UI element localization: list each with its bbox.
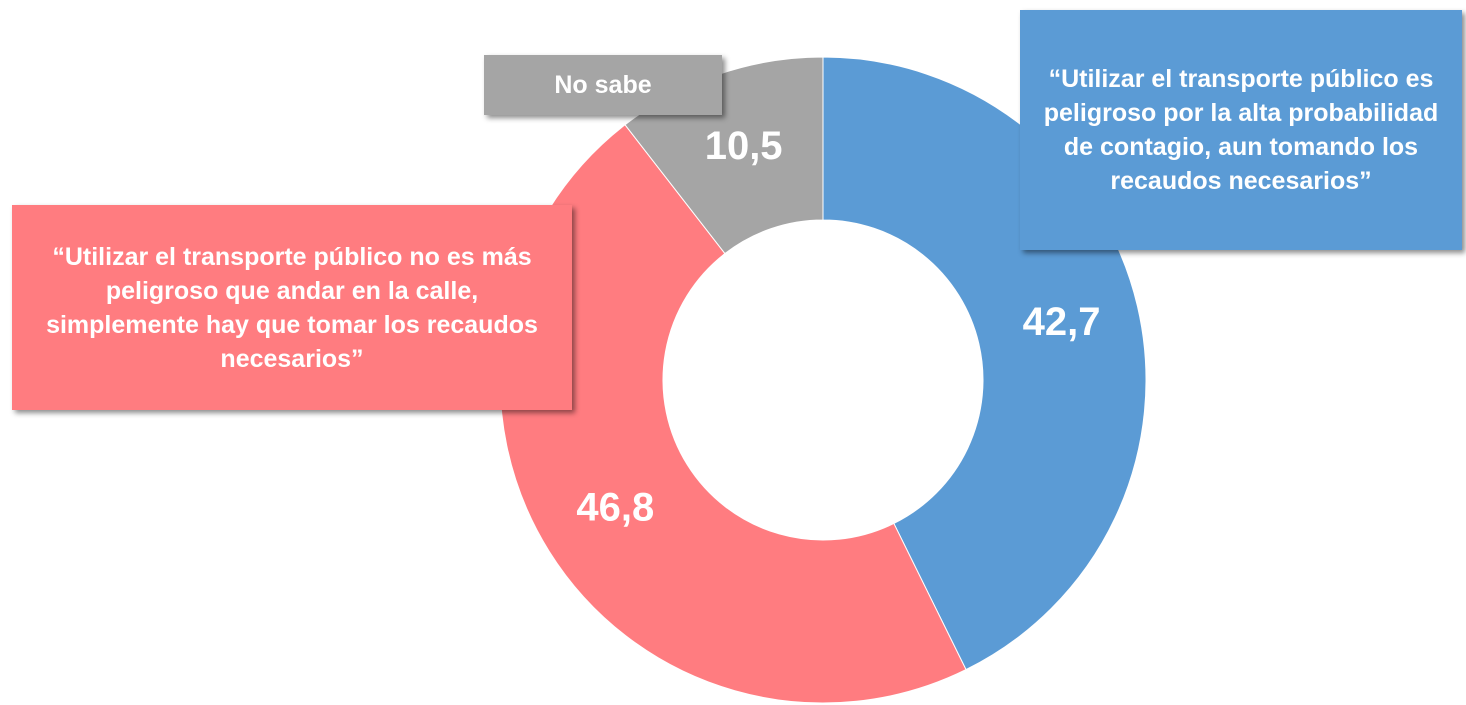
value-label: 10,5 [705, 124, 783, 168]
category-label: “Utilizar el transporte público es pelig… [1020, 10, 1462, 250]
category-label: No sabe [484, 55, 722, 115]
category-label: “Utilizar el transporte público no es má… [12, 205, 572, 410]
value-label: 46,8 [576, 486, 654, 530]
value-label: 42,7 [1023, 300, 1101, 344]
